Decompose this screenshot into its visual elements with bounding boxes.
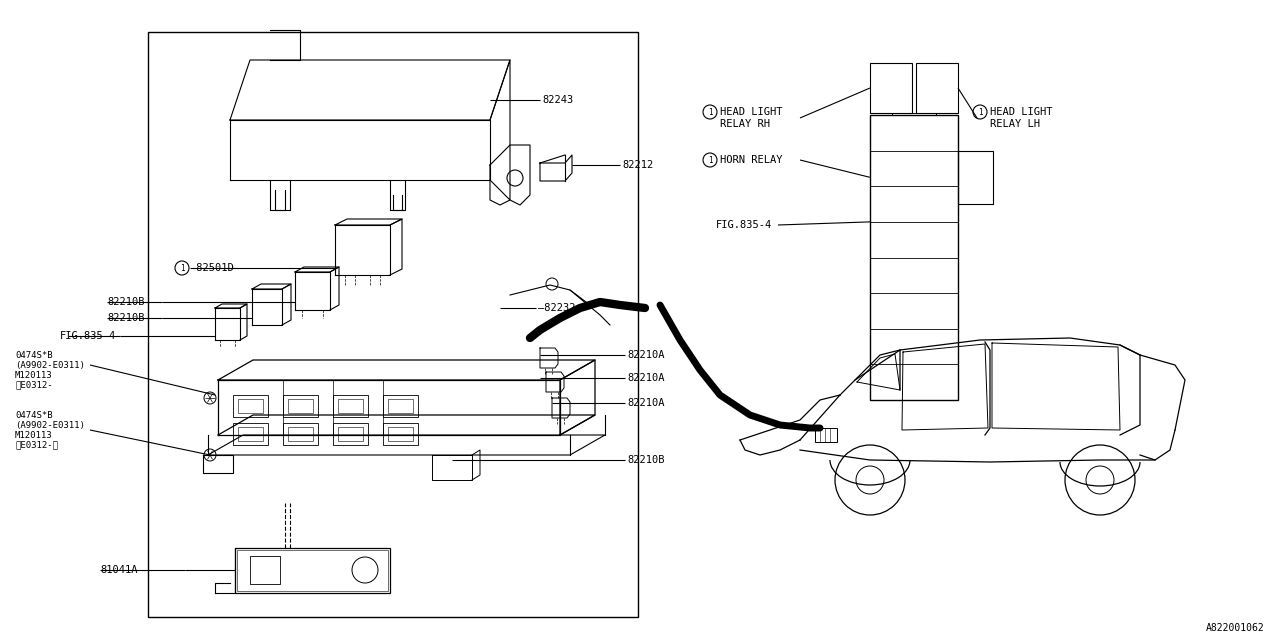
Bar bbox=[383, 395, 419, 417]
Bar bbox=[288, 427, 314, 441]
Bar bbox=[238, 427, 262, 441]
Text: M120113: M120113 bbox=[15, 431, 52, 440]
Text: 0474S*B: 0474S*B bbox=[15, 351, 52, 360]
Text: 82210B: 82210B bbox=[108, 313, 145, 323]
Text: 82210B: 82210B bbox=[627, 455, 664, 465]
Text: HEAD LIGHT: HEAD LIGHT bbox=[721, 107, 782, 117]
Text: 82243: 82243 bbox=[541, 95, 573, 105]
Text: A822001062: A822001062 bbox=[1206, 623, 1265, 633]
Text: 82212: 82212 bbox=[622, 160, 653, 170]
Text: HEAD LIGHT: HEAD LIGHT bbox=[989, 107, 1052, 117]
Text: FIG.835-4: FIG.835-4 bbox=[60, 331, 116, 341]
Circle shape bbox=[703, 153, 717, 167]
Bar bbox=[383, 423, 419, 445]
Text: (A9902-E0311): (A9902-E0311) bbox=[15, 360, 84, 369]
Bar bbox=[388, 427, 413, 441]
Text: 82210A: 82210A bbox=[627, 373, 664, 383]
Bar bbox=[333, 395, 369, 417]
Text: (A9902-E0311): (A9902-E0311) bbox=[15, 420, 84, 429]
Text: 0474S*B: 0474S*B bbox=[15, 410, 52, 419]
Circle shape bbox=[973, 105, 987, 119]
Bar bbox=[233, 395, 268, 417]
Bar bbox=[333, 423, 369, 445]
Text: 81041A: 81041A bbox=[100, 565, 137, 575]
Bar bbox=[288, 399, 314, 413]
Bar bbox=[238, 399, 262, 413]
Bar bbox=[870, 115, 957, 400]
Bar bbox=[283, 423, 317, 445]
Bar bbox=[233, 423, 268, 445]
Text: （E0312-）: （E0312-） bbox=[15, 440, 58, 449]
Text: RELAY LH: RELAY LH bbox=[989, 119, 1039, 129]
Text: HORN RELAY: HORN RELAY bbox=[721, 155, 782, 165]
Bar bbox=[283, 395, 317, 417]
Text: RELAY RH: RELAY RH bbox=[721, 119, 771, 129]
Circle shape bbox=[703, 105, 717, 119]
Text: 82210A: 82210A bbox=[627, 350, 664, 360]
Bar bbox=[338, 399, 364, 413]
Text: 1: 1 bbox=[708, 156, 712, 164]
Bar bbox=[236, 548, 390, 593]
Text: 1: 1 bbox=[978, 108, 982, 116]
Text: 82210A: 82210A bbox=[627, 398, 664, 408]
Text: （E0312-: （E0312- bbox=[15, 381, 52, 390]
Bar bbox=[916, 63, 957, 113]
Bar bbox=[148, 32, 637, 617]
Text: 82210B: 82210B bbox=[108, 297, 145, 307]
Text: 82501D: 82501D bbox=[189, 263, 234, 273]
Bar bbox=[870, 63, 913, 113]
Bar bbox=[957, 150, 993, 204]
Text: —82232: —82232 bbox=[538, 303, 576, 313]
Text: FIG.835-4: FIG.835-4 bbox=[716, 220, 772, 230]
Bar bbox=[250, 556, 280, 584]
Bar bbox=[237, 550, 388, 591]
Text: 1: 1 bbox=[708, 108, 712, 116]
Text: 1: 1 bbox=[179, 264, 184, 273]
Bar bbox=[815, 428, 837, 442]
Text: M120113: M120113 bbox=[15, 371, 52, 380]
Bar bbox=[338, 427, 364, 441]
Bar bbox=[388, 399, 413, 413]
Circle shape bbox=[175, 261, 189, 275]
